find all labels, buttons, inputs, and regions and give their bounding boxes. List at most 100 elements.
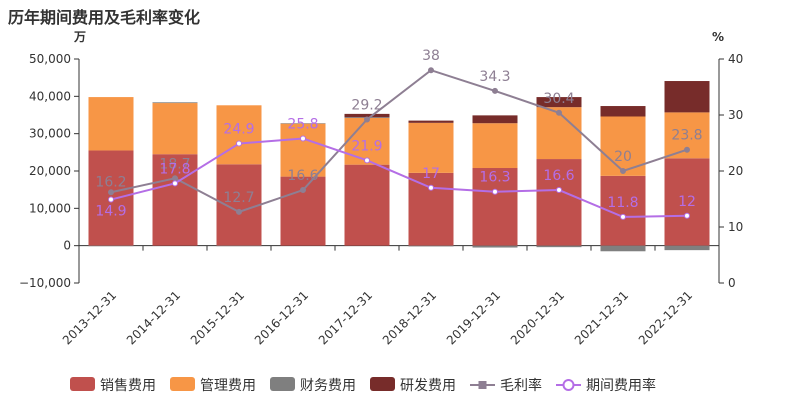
line-point <box>172 180 178 187</box>
legend-item: 期间费用率 <box>556 377 656 394</box>
x-axis-tick-label: 2020-12-31 <box>508 288 567 347</box>
legend-swatch <box>170 377 195 391</box>
line-data-label: 25.8 <box>287 117 318 133</box>
bar-segment <box>600 106 646 117</box>
bar-segment <box>664 158 710 246</box>
left-axis-unit: 万 <box>73 30 86 44</box>
bar-segment <box>408 245 454 247</box>
right-axis-tick-label: 30 <box>728 108 743 122</box>
legend-label: 期间费用率 <box>586 377 656 394</box>
legend-item: 毛利率 <box>470 377 542 394</box>
line-point <box>620 168 626 174</box>
line-1 <box>110 137 688 218</box>
left-axis-tick-label: 20,000 <box>29 164 71 178</box>
x-axis-tick-label: 2021-12-31 <box>572 288 631 347</box>
line-point <box>684 146 690 153</box>
line-data-label: 12.7 <box>223 190 254 206</box>
line-point <box>428 67 434 74</box>
x-axis-tick-label: 2014-12-31 <box>124 288 183 347</box>
line-data-label: 38 <box>422 48 440 64</box>
bar-segment <box>600 116 646 176</box>
line-data-label: 34.3 <box>479 69 510 85</box>
legend-label: 财务费用 <box>300 378 356 394</box>
bar-segment <box>408 120 454 123</box>
line-point <box>364 116 370 123</box>
x-axis-tick-label: 2017-12-31 <box>316 288 375 347</box>
left-axis-tick-label: 30,000 <box>29 127 71 141</box>
bar-segment <box>536 245 582 248</box>
bar-segment <box>152 102 198 104</box>
line-data-label: 18.7 <box>159 156 190 172</box>
line-point <box>684 212 690 219</box>
x-axis-tick-label: 2018-12-31 <box>380 288 439 347</box>
right-axis-tick-label: 0 <box>728 276 736 290</box>
line-data-label: 21.9 <box>351 138 382 154</box>
chart-title: 历年期间费用及毛利率变化 <box>8 8 201 27</box>
bar-segment <box>344 117 390 165</box>
line-point <box>556 187 562 194</box>
line-data-label: 29.2 <box>351 97 382 113</box>
bar-segment <box>472 123 518 169</box>
line-point <box>300 187 306 194</box>
bar-segment <box>664 245 710 251</box>
right-axis-unit: % <box>712 30 724 44</box>
legend-item: 财务费用 <box>270 377 356 394</box>
line-data-label: 30.4 <box>543 91 574 107</box>
line-data-label: 12 <box>678 194 696 210</box>
right-axis-tick-label: 10 <box>728 220 743 234</box>
left-axis-tick-label: 0 <box>63 239 71 253</box>
line-data-label: 16.3 <box>479 170 510 186</box>
line-point <box>428 184 434 191</box>
line-data-label: 16.6 <box>287 168 318 184</box>
line-data-label: 17.8 <box>159 161 190 177</box>
bar-segment <box>152 154 198 246</box>
bar-segment <box>216 245 262 247</box>
legend-label: 研发费用 <box>400 378 456 394</box>
line-data-label: 11.8 <box>607 195 638 211</box>
legend-item: 管理费用 <box>170 377 256 394</box>
left-axis-tick-label: 50,000 <box>29 52 71 66</box>
line-point <box>300 135 306 142</box>
legend-swatch <box>370 377 395 391</box>
bar-segment <box>536 107 582 160</box>
bar-segment <box>600 245 646 252</box>
left-axis-tick-label: 40,000 <box>29 89 71 103</box>
bar-segment <box>408 122 454 173</box>
legend-marker <box>562 379 575 391</box>
legend-marker <box>478 381 487 389</box>
legend-item: 研发费用 <box>370 377 456 394</box>
legend-item: 销售费用 <box>70 377 156 394</box>
right-axis-tick-label: 40 <box>728 52 743 66</box>
x-axis-tick-label: 2022-12-31 <box>636 288 695 347</box>
bar-segment <box>280 123 326 124</box>
left-axis-tick-label: −10,000 <box>19 276 71 290</box>
bar-segment <box>536 97 582 108</box>
line-data-label: 16.2 <box>95 174 126 190</box>
x-axis-tick-label: 2019-12-31 <box>444 288 503 347</box>
bar-segment <box>152 103 198 155</box>
line-data-label: 20 <box>614 149 632 165</box>
line-point <box>236 140 242 147</box>
line-point <box>108 196 114 203</box>
bar-segment <box>664 81 710 113</box>
line-point <box>236 208 242 215</box>
x-axis-tick-label: 2016-12-31 <box>252 288 311 347</box>
line-data-label: 17 <box>422 166 440 182</box>
line-point <box>492 188 498 195</box>
line-data-label: 23.8 <box>671 128 702 144</box>
left-axis-tick-label: 10,000 <box>29 201 71 215</box>
right-axis-tick-label: 20 <box>728 164 743 178</box>
line-point <box>620 213 626 220</box>
line-point <box>492 87 498 94</box>
line-0 <box>110 69 688 213</box>
x-axis-tick-label: 2013-12-31 <box>60 288 119 347</box>
bar-segment <box>88 97 134 151</box>
x-axis-tick-label: 2015-12-31 <box>188 288 247 347</box>
bar-segment <box>280 123 326 177</box>
bar-segment <box>280 176 326 246</box>
bar-segment <box>408 172 454 246</box>
legend-label: 毛利率 <box>500 377 542 394</box>
bar-segment <box>216 105 262 165</box>
legend-swatch <box>270 377 295 391</box>
line-point <box>364 157 370 164</box>
